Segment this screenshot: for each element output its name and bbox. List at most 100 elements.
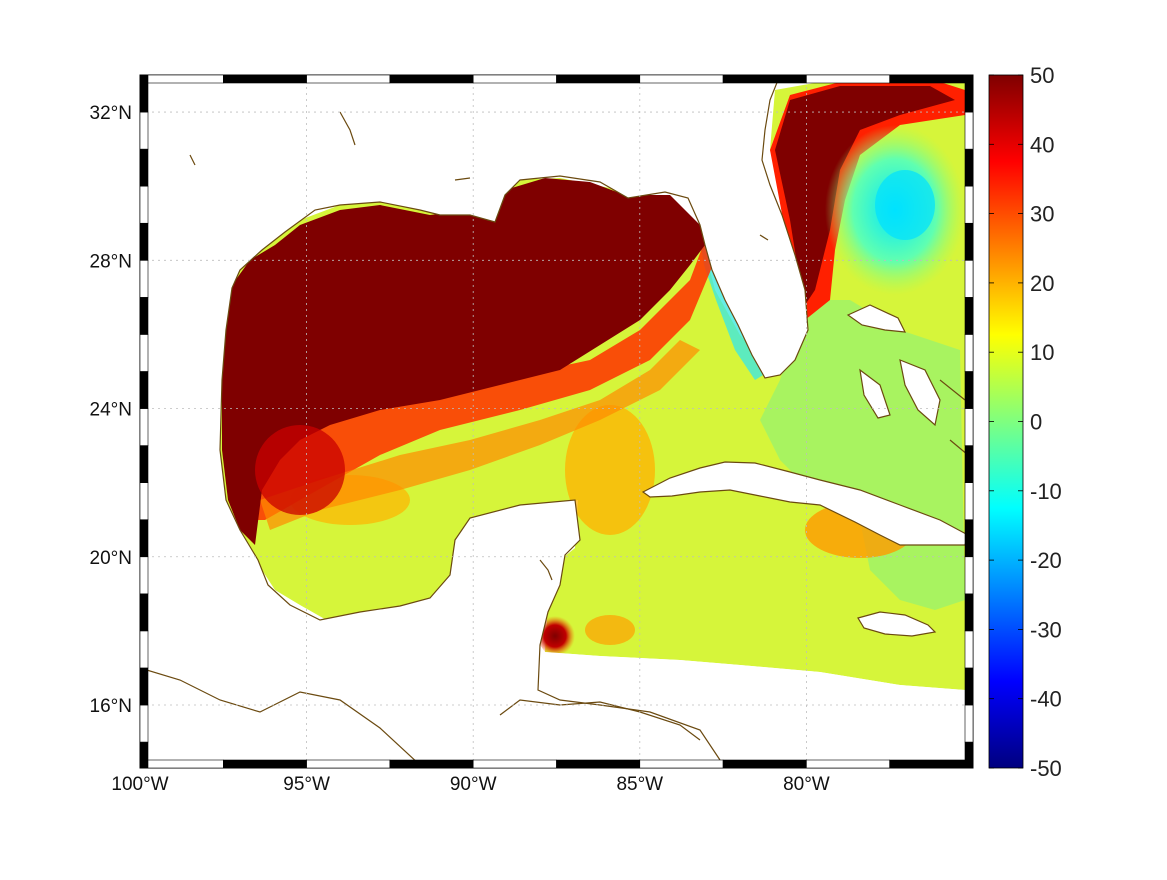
frame-segment-top [472,74,557,84]
colorbar-tick-label: -50 [1030,756,1062,781]
ocean-field-red [230,240,715,520]
frame-segment-right [964,556,974,595]
frame-segment-top [889,74,974,84]
frame-segment-top [722,74,807,84]
frame-segment-left [139,185,149,224]
gulf-stream-core [775,86,955,305]
frame-segment-right [964,297,974,335]
frame-segment-left [139,408,149,446]
ocean-field-orange [585,615,635,645]
frame-segment-top [139,74,224,84]
frame-segment-left [139,111,149,150]
frame-segment-bottom [722,759,807,769]
lat-tick-label: 20°N [90,548,132,569]
frame-segment-left [139,148,149,187]
colorbar-tick-label: 20 [1030,271,1054,296]
coastline-jamaica [857,611,937,637]
colorbar-tick-label: 40 [1030,132,1054,157]
frame-segment-top [306,74,391,84]
colorbar-tick-label: 50 [1030,63,1054,88]
frame-segment-right [964,185,974,224]
frame-segment-bottom [639,759,724,769]
coastline-pacific [140,667,421,766]
frame-segment-right [964,222,974,261]
frame-segment-bottom [306,759,391,769]
frame-segment-left [139,667,149,706]
frame-segment-right [964,371,974,409]
frame-segment-left [139,74,149,113]
frame-segment-top [223,74,307,84]
frame-segment-left [139,556,149,595]
frame-segment-bottom [806,759,891,769]
frame-segment-right [964,704,974,743]
frame-segment-left [139,482,149,521]
lon-tick-label: 95°W [283,774,330,795]
frame-segment-right [964,593,974,632]
coastline-small-islands [189,111,769,581]
frame-segment-top [639,74,724,84]
frame-segment-top [389,74,474,84]
colorbar [988,74,1024,769]
coastline-central-america [499,699,701,741]
ocean-field-saturated [222,178,705,545]
frame-segment-left [139,222,149,261]
frame-segment-right [964,630,974,669]
lat-tick-label: 16°N [90,696,132,717]
coastlines [140,75,969,766]
grid-lines [139,75,973,768]
lat-tick-label: 24°N [90,400,132,421]
frame-segment-left [139,630,149,669]
frame-segment-left [139,519,149,558]
frame-segment-left [139,259,149,298]
lon-tick-label: 90°W [450,774,497,795]
frame-segment-bottom [889,759,974,769]
lon-tick-label: 80°W [783,774,830,795]
tick-labels: 100°W 95°W 90°W 85°W 80°W 32°N 28°N 24°N 20°N 16°… [90,103,830,795]
frame-segment-bottom [389,759,474,769]
frame-segment-bottom [139,759,224,769]
colorbar-tick-label: -20 [1030,548,1062,573]
frame-segment-left [139,593,149,632]
frame-segment-left [139,704,149,743]
frame-segment-left [139,371,149,409]
frame-segment-top [806,74,891,84]
ocean-field-orange [565,405,655,535]
frame-segment-left [139,297,149,335]
frame-segment-right [964,334,974,372]
lon-tick-label: 100°W [111,774,168,795]
frame-segment-left [139,445,149,483]
lat-tick-label: 28°N [90,251,132,272]
frame-segment-top [556,74,641,84]
atlantic-cool-patch [875,170,935,240]
ocean-field-hot [255,425,345,515]
land-bahamas [848,305,940,425]
coastline-gulf [219,75,809,761]
frame-segment-bottom [223,759,307,769]
land-jamaica [858,612,935,636]
map-frame [139,74,974,769]
frame-segment-left [139,334,149,372]
frame-segment-right [964,111,974,150]
colorbar-ticks: 50 40 30 20 10 0 -10 -20 -30 -40 -50 [989,63,1062,781]
colorbar-tick-label: -30 [1030,617,1062,642]
frame-segment-bottom [472,759,557,769]
colorbar-tick-label: -40 [1030,687,1062,712]
coastline-bahamas [846,304,941,427]
frame-segment-right [964,259,974,298]
colorbar-tick-label: 10 [1030,340,1054,365]
lat-tick-label: 32°N [90,103,132,124]
frame-segment-right [964,482,974,521]
frame-segment-right [964,148,974,187]
frame-segment-bottom [556,759,641,769]
frame-segment-right [964,408,974,446]
ocean-field-orange-band [260,340,700,530]
land-north-america [140,75,965,768]
frame-segment-right [964,445,974,483]
frame-segment-right [964,741,974,769]
coastline-cuba [641,461,969,546]
colorbar-tick-label: -10 [1030,479,1062,504]
lon-tick-label: 85°W [616,774,663,795]
frame-segment-right [964,74,974,113]
